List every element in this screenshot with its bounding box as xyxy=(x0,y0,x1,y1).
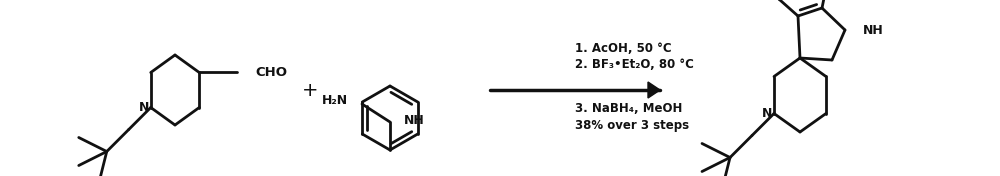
Polygon shape xyxy=(648,82,660,98)
Text: N: N xyxy=(762,107,772,120)
Text: CHO: CHO xyxy=(255,66,287,79)
Text: 3. NaBH₄, MeOH: 3. NaBH₄, MeOH xyxy=(575,102,682,115)
Text: 1. AcOH, 50 °C: 1. AcOH, 50 °C xyxy=(575,42,672,55)
Text: 2. BF₃•Et₂O, 80 °C: 2. BF₃•Et₂O, 80 °C xyxy=(575,58,694,71)
Text: NH: NH xyxy=(404,114,425,127)
Text: N: N xyxy=(138,101,149,114)
Text: NH: NH xyxy=(863,24,884,36)
Text: 38% over 3 steps: 38% over 3 steps xyxy=(575,118,689,131)
Text: H₂N: H₂N xyxy=(322,93,348,106)
Text: +: + xyxy=(302,80,318,99)
